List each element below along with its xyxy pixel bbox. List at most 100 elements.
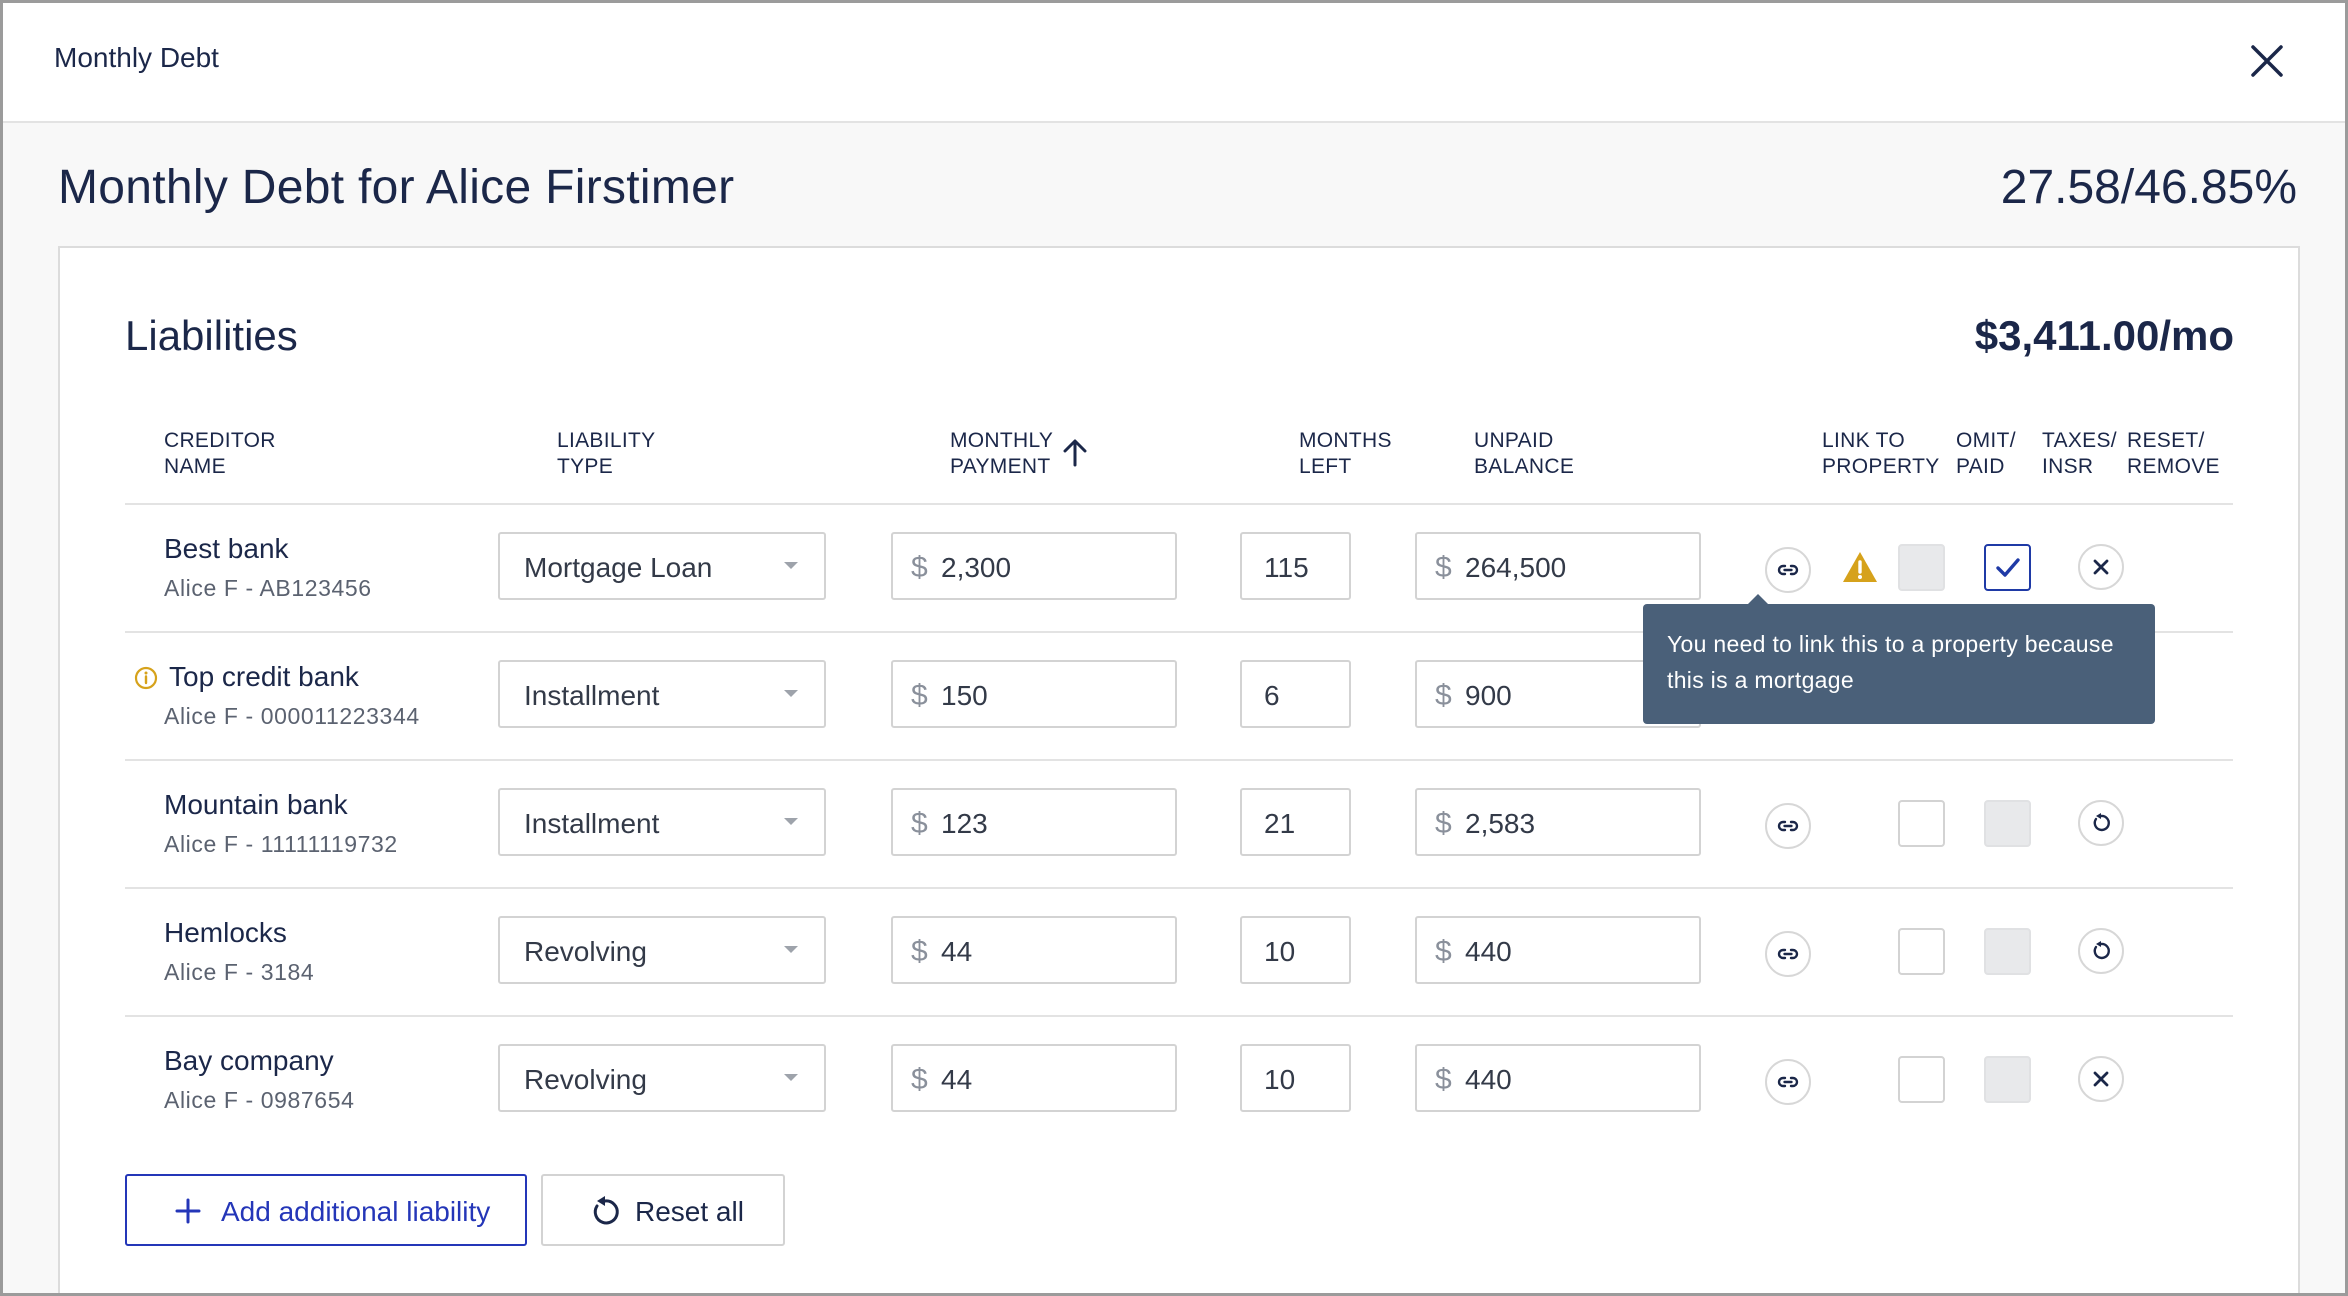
unpaid-balance-value: 440 [1465, 936, 1512, 967]
chevron-down-icon [784, 1074, 798, 1081]
liability-type-select[interactable]: Revolving [498, 916, 826, 984]
omit-paid-checkbox[interactable] [1898, 928, 1945, 975]
months-left-input[interactable]: 6 [1240, 660, 1351, 728]
column-header-type: LIABILITY TYPE [557, 429, 656, 478]
reset-button[interactable] [2078, 928, 2124, 974]
omit-paid-checkbox[interactable] [1898, 800, 1945, 847]
liabilities-title: Liabilities [125, 312, 298, 359]
currency-symbol: $ [911, 807, 928, 840]
reset-icon [2093, 813, 2110, 832]
link-property-button[interactable] [1765, 803, 1811, 849]
months-left-value: 10 [1264, 936, 1296, 967]
column-header-omit: OMIT/ PAID [1956, 429, 2016, 478]
liability-type-value: Installment [524, 680, 660, 711]
liability-type-select[interactable]: Revolving [498, 1044, 826, 1112]
table-row: Mountain bank Alice F - 11111119732 Inst… [125, 759, 2233, 889]
page-title: Monthly Debt for Alice Firstimer [58, 161, 735, 214]
months-left-input[interactable]: 21 [1240, 788, 1351, 856]
remove-button[interactable] [2078, 544, 2124, 590]
currency-symbol: $ [911, 679, 928, 712]
add-liability-button[interactable]: Add additional liability [125, 1174, 527, 1246]
currency-symbol: $ [911, 1063, 928, 1096]
monthly-payment-input[interactable]: $44 [891, 916, 1177, 984]
column-header-reset: RESET/ REMOVE [2127, 429, 2220, 478]
link-property-button[interactable] [1765, 547, 1811, 593]
taxes-insurance-checkbox[interactable] [1984, 544, 2031, 591]
checkmark-icon [1996, 558, 2020, 577]
link-property-button[interactable] [1765, 1059, 1811, 1105]
chevron-down-icon [784, 690, 798, 697]
debt-ratio: 27.58/46.85% [2000, 161, 2297, 214]
link-icon [1777, 948, 1799, 960]
monthly-payment-input[interactable]: $2,300 [891, 532, 1177, 600]
omit-paid-checkbox[interactable] [1898, 1056, 1945, 1103]
tooltip-arrow [1747, 594, 1769, 605]
liabilities-card: Liabilities $3,411.00/mo CREDITOR NAME L… [58, 246, 2300, 1293]
monthly-payment-value: 150 [941, 680, 988, 711]
warning-icon[interactable] [1841, 550, 1879, 584]
taxes-insurance-checkbox[interactable] [1984, 928, 2031, 975]
table-row: Hemlocks Alice F - 3184 Revolving $44 10… [125, 887, 2233, 1017]
table-row: Top credit bank Alice F - 000011223344 I… [125, 631, 2233, 761]
creditor-account: Alice F - 0987654 [164, 1087, 355, 1113]
unpaid-balance-input[interactable]: $440 [1415, 1044, 1701, 1112]
column-header-payment[interactable]: MONTHLY PAYMENT [950, 429, 1054, 478]
link-icon [1777, 820, 1799, 832]
link-property-button[interactable] [1765, 931, 1811, 977]
liability-type-select[interactable]: Mortgage Loan [498, 532, 826, 600]
taxes-insurance-checkbox[interactable] [1984, 800, 2031, 847]
unpaid-balance-value: 900 [1465, 680, 1512, 711]
info-icon[interactable] [134, 666, 158, 690]
reset-all-label: Reset all [635, 1196, 744, 1227]
sort-arrow-up-icon[interactable] [1062, 439, 1088, 467]
currency-symbol: $ [1435, 679, 1452, 712]
monthly-payment-value: 44 [941, 1064, 973, 1095]
unpaid-balance-input[interactable]: $2,583 [1415, 788, 1701, 856]
column-header-months: MONTHS LEFT [1299, 429, 1392, 478]
creditor-name: Hemlocks [164, 917, 287, 948]
remove-button[interactable] [2078, 1056, 2124, 1102]
reset-all-button[interactable]: Reset all [541, 1174, 785, 1246]
months-left-input[interactable]: 10 [1240, 1044, 1351, 1112]
liability-type-value: Revolving [524, 936, 647, 967]
months-left-value: 10 [1264, 1064, 1296, 1095]
column-header-taxes: TAXES/ INSR [2042, 429, 2117, 478]
currency-symbol: $ [911, 551, 928, 584]
liability-type-select[interactable]: Installment [498, 788, 826, 856]
creditor-account: Alice F - 3184 [164, 959, 315, 985]
column-header-creditor: CREDITOR NAME [164, 429, 276, 478]
warning-tooltip: You need to link this to a property beca… [1643, 604, 2155, 724]
table-row: Bay company Alice F - 0987654 Revolving … [125, 1015, 2233, 1145]
monthly-payment-input[interactable]: $44 [891, 1044, 1177, 1112]
months-left-value: 6 [1264, 680, 1280, 711]
monthly-debt-dialog: Monthly Debt Monthly Debt for Alice Firs… [3, 3, 2345, 1293]
close-icon[interactable] [2247, 41, 2287, 81]
liability-type-value: Mortgage Loan [524, 552, 713, 583]
omit-paid-checkbox[interactable] [1898, 544, 1945, 591]
currency-symbol: $ [1435, 935, 1452, 968]
link-icon [1777, 564, 1799, 576]
months-left-input[interactable]: 10 [1240, 916, 1351, 984]
unpaid-balance-input[interactable]: $440 [1415, 916, 1701, 984]
monthly-payment-input[interactable]: $150 [891, 660, 1177, 728]
chevron-down-icon [784, 562, 798, 569]
reset-button[interactable] [2078, 800, 2124, 846]
monthly-payment-value: 44 [941, 936, 973, 967]
dialog-header: Monthly Debt [3, 3, 2345, 123]
unpaid-balance-input[interactable]: $264,500 [1415, 532, 1701, 600]
monthly-payment-input[interactable]: $123 [891, 788, 1177, 856]
unpaid-balance-value: 440 [1465, 1064, 1512, 1095]
creditor-account: Alice F - 000011223344 [164, 703, 420, 729]
column-header-link: LINK TO PROPERTY [1822, 429, 1940, 478]
liability-type-value: Revolving [524, 1064, 647, 1095]
liability-type-value: Installment [524, 808, 660, 839]
months-left-input[interactable]: 115 [1240, 532, 1351, 600]
column-header-balance: UNPAID BALANCE [1474, 429, 1575, 478]
currency-symbol: $ [1435, 551, 1452, 584]
creditor-account: Alice F - AB123456 [164, 575, 372, 601]
dialog-title: Monthly Debt [54, 42, 219, 73]
taxes-insurance-checkbox[interactable] [1984, 1056, 2031, 1103]
monthly-payment-value: 123 [941, 808, 988, 839]
liability-type-select[interactable]: Installment [498, 660, 826, 728]
creditor-account: Alice F - 11111119732 [164, 831, 398, 857]
